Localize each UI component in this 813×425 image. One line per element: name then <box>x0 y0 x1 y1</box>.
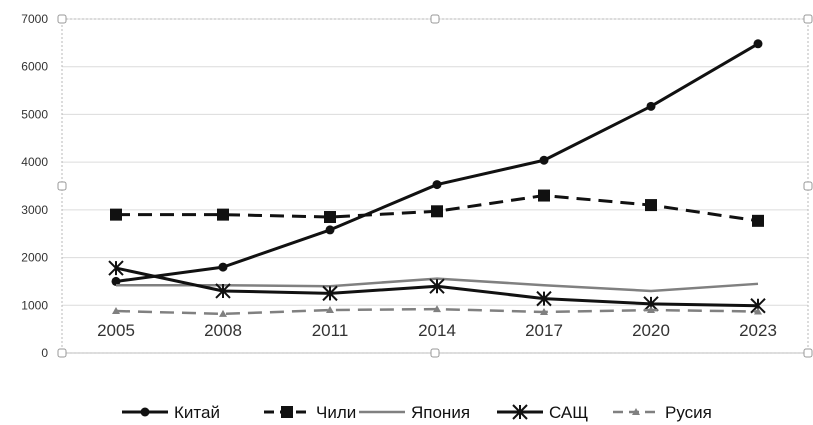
resize-handle[interactable] <box>803 181 813 191</box>
resize-handle[interactable] <box>803 14 813 24</box>
legend-label: Япония <box>411 403 470 422</box>
x-tick-label: 2017 <box>525 321 563 340</box>
legend-marker <box>512 404 528 420</box>
data-point <box>432 180 442 190</box>
y-tick-label: 3000 <box>21 203 48 217</box>
x-tick-label: 2008 <box>204 321 242 340</box>
y-tick-label: 7000 <box>21 12 48 26</box>
data-point <box>108 260 124 276</box>
data-point <box>429 278 445 294</box>
x-tick-label: 2011 <box>312 321 349 340</box>
y-tick-label: 0 <box>41 346 48 360</box>
data-point <box>645 199 657 212</box>
resize-handle[interactable] <box>57 181 67 191</box>
resize-handle[interactable] <box>803 348 813 358</box>
legend-label: Китай <box>174 403 220 422</box>
legend-marker <box>632 408 640 415</box>
data-point <box>647 306 655 314</box>
legend-label: Чили <box>316 403 356 422</box>
data-point <box>112 307 120 315</box>
data-point <box>217 208 229 221</box>
y-tick-label: 1000 <box>21 298 48 312</box>
data-point <box>536 290 552 307</box>
data-point <box>753 39 763 49</box>
data-point <box>752 214 764 227</box>
data-point <box>646 101 656 111</box>
x-tick-label: 2005 <box>97 321 135 340</box>
legend-marker <box>281 406 293 418</box>
resize-handle[interactable] <box>430 14 440 24</box>
data-point <box>215 283 231 299</box>
y-tick-label: 4000 <box>21 155 48 169</box>
data-point <box>322 285 338 302</box>
data-point <box>754 307 762 315</box>
data-point <box>538 189 550 202</box>
data-point <box>433 305 441 313</box>
data-point <box>110 208 122 221</box>
legend-label: Русия <box>665 403 712 422</box>
data-point <box>111 276 121 286</box>
resize-handle[interactable] <box>57 348 67 358</box>
legend-label: САЩ <box>549 403 588 422</box>
resize-handle[interactable] <box>57 14 67 24</box>
resize-handle[interactable] <box>430 348 440 358</box>
data-point <box>540 307 548 315</box>
data-point <box>219 309 227 317</box>
x-tick-label: 2014 <box>418 321 456 340</box>
x-tick-label: 2020 <box>632 321 670 340</box>
y-tick-label: 5000 <box>21 107 48 121</box>
data-point <box>218 262 228 272</box>
y-tick-label: 6000 <box>21 60 48 74</box>
data-point <box>539 155 549 165</box>
data-point <box>326 306 334 314</box>
data-point <box>325 225 335 235</box>
legend-marker <box>140 407 150 417</box>
x-tick-label: 2023 <box>739 321 777 340</box>
data-point <box>324 211 336 224</box>
data-point <box>431 205 443 218</box>
y-tick-label: 2000 <box>21 251 48 265</box>
